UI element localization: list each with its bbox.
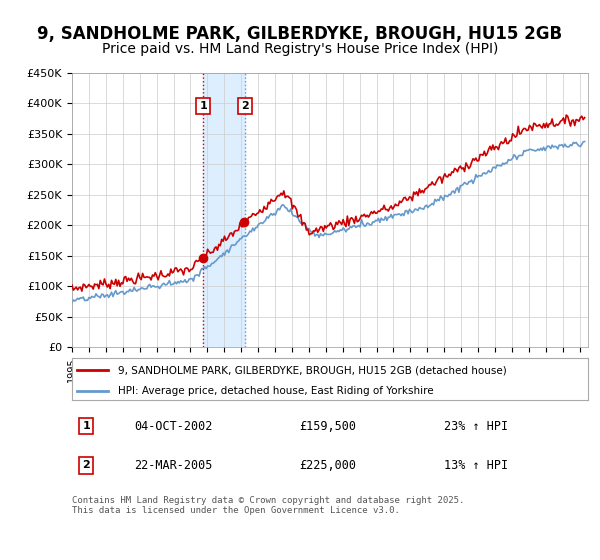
Text: 04-OCT-2002: 04-OCT-2002 bbox=[134, 419, 212, 432]
Text: HPI: Average price, detached house, East Riding of Yorkshire: HPI: Average price, detached house, East… bbox=[118, 386, 434, 396]
Text: 23% ↑ HPI: 23% ↑ HPI bbox=[443, 419, 508, 432]
Text: 1: 1 bbox=[82, 421, 90, 431]
Text: Price paid vs. HM Land Registry's House Price Index (HPI): Price paid vs. HM Land Registry's House … bbox=[102, 42, 498, 56]
Text: £159,500: £159,500 bbox=[299, 419, 356, 432]
Bar bbox=[203, 73, 245, 347]
Text: 2: 2 bbox=[241, 101, 249, 111]
Text: 9, SANDHOLME PARK, GILBERDYKE, BROUGH, HU15 2GB (detached house): 9, SANDHOLME PARK, GILBERDYKE, BROUGH, H… bbox=[118, 365, 507, 375]
Text: 22-MAR-2005: 22-MAR-2005 bbox=[134, 459, 212, 472]
Text: 1: 1 bbox=[199, 101, 207, 111]
Text: Contains HM Land Registry data © Crown copyright and database right 2025.
This d: Contains HM Land Registry data © Crown c… bbox=[72, 496, 464, 515]
Text: 2: 2 bbox=[82, 460, 90, 470]
Text: 13% ↑ HPI: 13% ↑ HPI bbox=[443, 459, 508, 472]
Text: £225,000: £225,000 bbox=[299, 459, 356, 472]
Text: 9, SANDHOLME PARK, GILBERDYKE, BROUGH, HU15 2GB: 9, SANDHOLME PARK, GILBERDYKE, BROUGH, H… bbox=[37, 25, 563, 43]
